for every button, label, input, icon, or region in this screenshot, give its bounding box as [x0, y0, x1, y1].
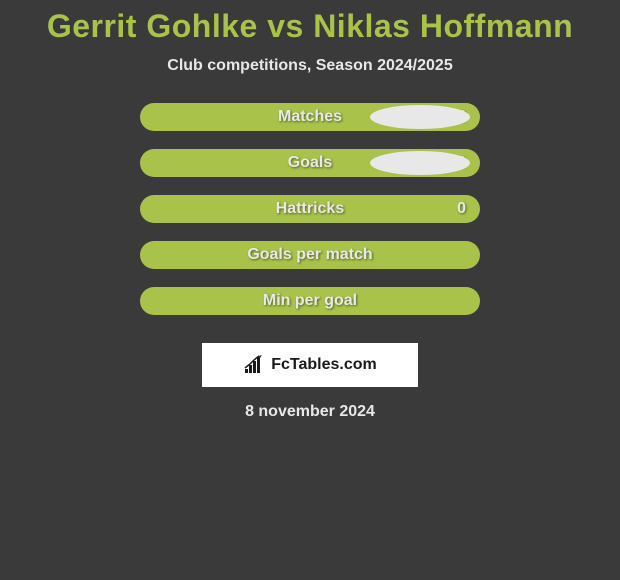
branding-box: FcTables.com	[202, 343, 418, 387]
stat-label: Goals	[288, 154, 332, 172]
stat-label: Min per goal	[263, 292, 357, 310]
stat-bar: Hattricks 0	[140, 195, 480, 223]
stat-row: Goals per match	[140, 241, 480, 269]
logo-text: FcTables.com	[271, 356, 377, 374]
stat-label: Matches	[278, 108, 342, 126]
chart-icon	[243, 355, 267, 375]
stat-label: Hattricks	[276, 200, 344, 218]
stat-label: Goals per match	[247, 246, 372, 264]
stat-row: Matches3	[140, 103, 480, 131]
stat-row: Goals0	[140, 149, 480, 177]
main-container: Gerrit Gohlke vs Niklas Hoffmann Club co…	[0, 0, 620, 421]
page-title: Gerrit Gohlke vs Niklas Hoffmann	[47, 8, 573, 45]
stat-value: 0	[457, 200, 466, 218]
stat-row: Min per goal	[140, 287, 480, 315]
stat-bar: Goals per match	[140, 241, 480, 269]
player-right-ellipse	[370, 105, 470, 129]
stat-row: Hattricks 0	[140, 195, 480, 223]
footer-date: 8 november 2024	[245, 403, 375, 421]
logo-content: FcTables.com	[243, 355, 377, 375]
page-subtitle: Club competitions, Season 2024/2025	[167, 57, 452, 75]
stat-bar: Min per goal	[140, 287, 480, 315]
stats-container: Matches3 Goals0 Hattricks 0 Goals per match M…	[140, 103, 480, 333]
player-right-ellipse	[370, 151, 470, 175]
